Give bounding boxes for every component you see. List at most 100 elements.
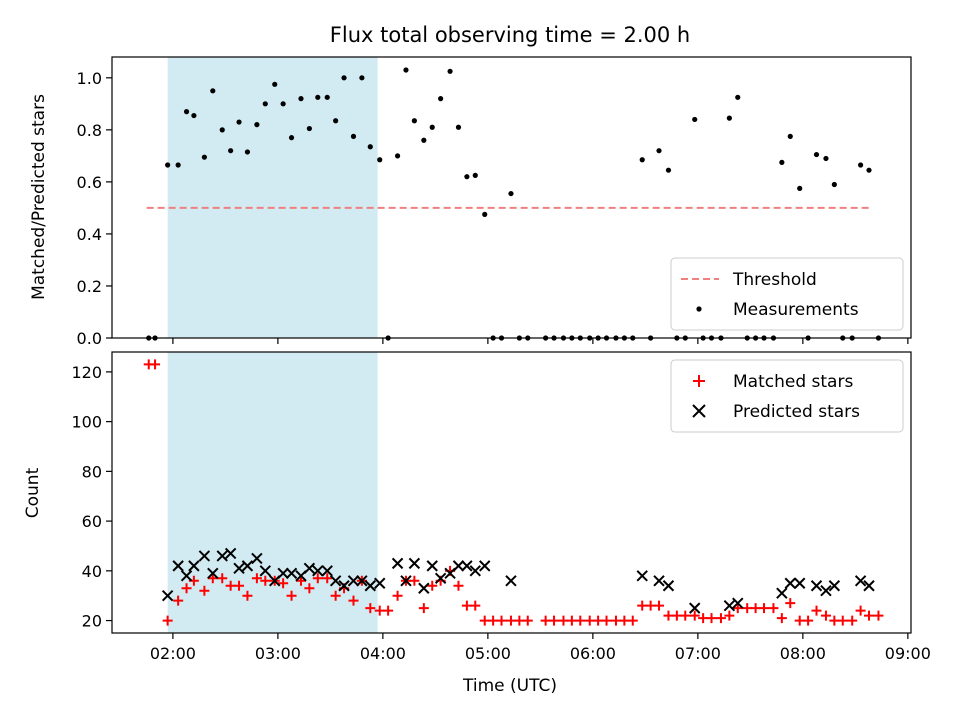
x-tick-label: 06:00 (570, 644, 616, 663)
data-point (324, 94, 330, 100)
data-point (645, 600, 656, 611)
data-point (558, 615, 569, 626)
legend-swatch (692, 404, 706, 418)
data-point (452, 560, 465, 572)
data-point (262, 101, 268, 107)
data-point (391, 557, 404, 570)
data-point (277, 567, 289, 580)
data-point (201, 154, 207, 160)
data-point (251, 552, 263, 565)
data-point (784, 577, 796, 589)
data-point (392, 590, 403, 601)
data-point (810, 580, 823, 592)
data-point (421, 137, 427, 143)
data-point (482, 211, 488, 218)
legend-swatch (693, 375, 705, 387)
axes-frame (111, 351, 912, 634)
data-point (216, 550, 228, 562)
data-point (181, 583, 192, 594)
data-point (823, 155, 829, 162)
y-tick-label: 0.8 (77, 121, 102, 140)
data-point (198, 550, 211, 562)
data-point (288, 135, 295, 141)
x-tick-label: 02:00 (150, 644, 196, 663)
data-point (864, 610, 875, 621)
legend-box (670, 359, 904, 433)
data-point (348, 595, 359, 606)
data-point (207, 567, 219, 580)
data-point (408, 557, 421, 570)
legend-swatch (696, 306, 702, 312)
data-point (522, 615, 533, 626)
data-point (162, 615, 173, 626)
data-point (479, 615, 490, 626)
data-point (359, 75, 365, 81)
data-point (837, 615, 848, 626)
data-point (411, 118, 417, 124)
data-point (241, 560, 254, 572)
data-point (479, 560, 491, 572)
data-point (803, 615, 814, 626)
data-point (689, 610, 700, 621)
data-point (866, 167, 872, 173)
data-point (403, 67, 409, 73)
data-point (321, 565, 333, 577)
data-point (418, 603, 429, 614)
data-point (303, 562, 316, 575)
data-point (505, 575, 517, 587)
data-point (315, 94, 321, 100)
data-point (793, 577, 806, 589)
data-point (663, 610, 674, 621)
y-axis: 0.0 0.2 0.4 0.6 0.8 1.0 (77, 69, 112, 348)
data-point (165, 162, 171, 168)
data-point (191, 112, 197, 119)
data-point (636, 570, 648, 582)
x-tick-label: 09:00 (885, 644, 931, 663)
data-point (715, 613, 726, 624)
data-point (794, 615, 805, 626)
data-point (254, 122, 260, 128)
data-point (785, 598, 796, 609)
data-point (619, 615, 630, 626)
data-point (724, 610, 735, 621)
data-point (671, 610, 682, 621)
data-point (225, 580, 236, 591)
data-point (732, 603, 743, 614)
data-point (750, 603, 761, 614)
data-point (455, 124, 462, 130)
data-point (689, 602, 701, 614)
data-point (188, 560, 200, 572)
y-tick-label: 0.6 (77, 173, 102, 192)
data-point (723, 599, 736, 612)
data-point (855, 605, 866, 616)
data-point (706, 613, 717, 624)
legend-box (670, 257, 904, 331)
data-point (418, 582, 430, 594)
data-point (726, 115, 732, 121)
data-point (295, 575, 306, 586)
data-point (831, 181, 837, 188)
data-point (251, 573, 262, 584)
y-tick-label: 0.2 (77, 277, 102, 296)
axes-frame (111, 56, 912, 339)
data-point (173, 595, 184, 606)
data-point (549, 615, 560, 626)
chart-title: Flux total observing time = 2.00 h (330, 23, 690, 47)
data-point (333, 118, 339, 124)
data-point (210, 88, 216, 94)
legend-label: Predicted stars (733, 402, 860, 422)
x-axis-label: Time (UTC) (462, 676, 557, 696)
legend: Matched stars Predicted stars (670, 359, 904, 433)
legend-item: Measurements (696, 300, 859, 320)
data-point (464, 174, 470, 180)
x-tick-label: 07:00 (675, 644, 721, 663)
data-point (306, 125, 312, 132)
data-point (488, 615, 499, 626)
data-point (280, 101, 286, 107)
data-point (427, 580, 438, 591)
data-point (820, 585, 832, 597)
data-point (272, 81, 278, 87)
data-point (639, 157, 645, 163)
data-point (610, 615, 621, 626)
